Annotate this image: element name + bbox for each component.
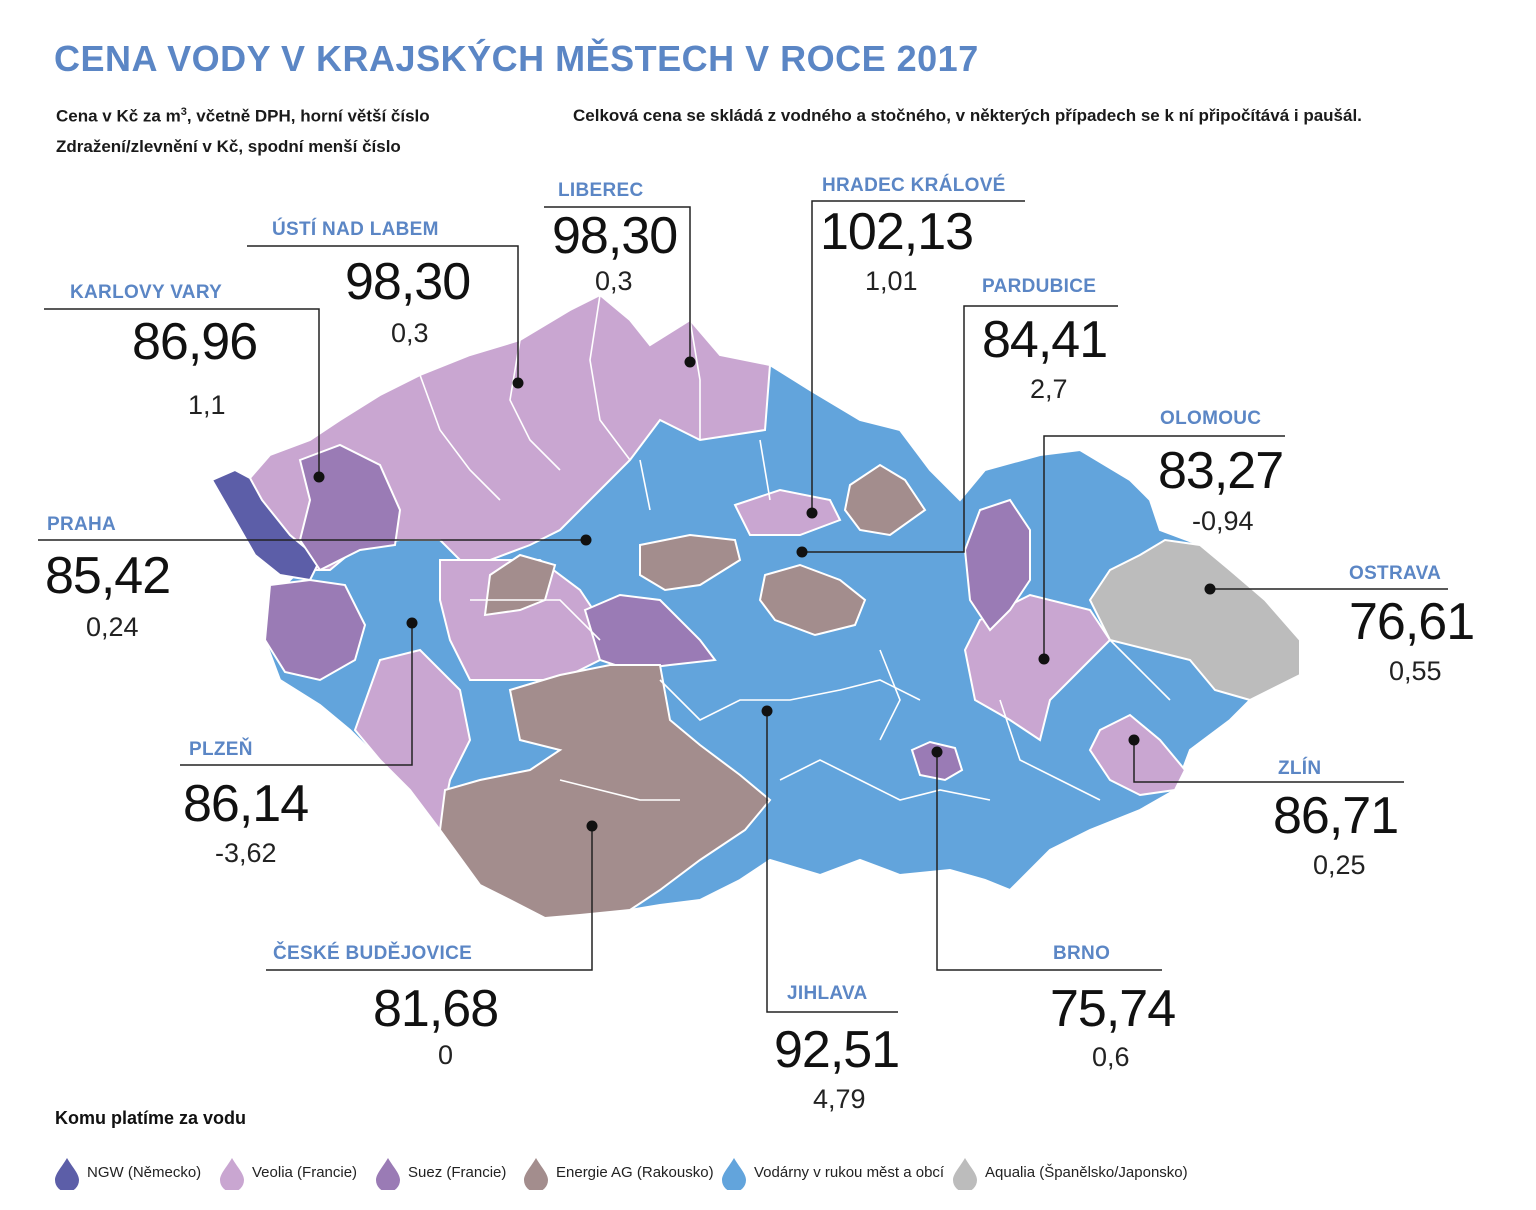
region-veolia-pardubice	[733, 488, 842, 536]
city-dot-karlovy-vary	[313, 471, 325, 483]
region-suez-central	[583, 593, 717, 672]
city-name-usti: ÚSTÍ NAD LABEM	[272, 219, 439, 240]
leader-line-usti	[247, 245, 519, 383]
city-price-hradec: 102,13	[820, 203, 974, 261]
city-dot-liberec	[684, 356, 696, 368]
legend-label-energie: Energie AG (Rakousko)	[556, 1164, 714, 1181]
city-change-liberec: 0,3	[595, 266, 633, 296]
city-price-liberec: 98,30	[552, 207, 678, 265]
city-price-olomouc: 83,27	[1158, 442, 1284, 500]
city-change-brno: 0,6	[1092, 1042, 1130, 1072]
page-title: CENA VODY V KRAJSKÝCH MĚSTECH V ROCE 201…	[54, 38, 979, 79]
city-name-hradec: HRADEC KRÁLOVÉ	[822, 175, 1006, 196]
legend-label-ngw: NGW (Německo)	[87, 1164, 202, 1181]
city-dot-zlin	[1128, 734, 1140, 746]
region-veolia-zlin	[1088, 713, 1187, 797]
city-change-jihlava: 4,79	[813, 1084, 866, 1114]
leader-line-brno	[936, 752, 1162, 971]
city-change-zlin: 0,25	[1313, 850, 1366, 880]
city-price-zlin: 86,71	[1273, 787, 1399, 845]
city-dot-pardubice	[796, 546, 808, 558]
city-price-ceske-budejovice: 81,68	[373, 980, 499, 1038]
region-energie-central	[758, 563, 867, 637]
leader-line-plzen	[180, 623, 413, 766]
city-dot-hradec	[806, 507, 818, 519]
city-change-praha: 0,24	[86, 612, 139, 642]
city-change-olomouc: -0,94	[1192, 506, 1254, 536]
region-aqualia	[1088, 538, 1301, 702]
city-price-pardubice: 84,41	[982, 311, 1108, 369]
city-change-pardubice: 2,7	[1030, 374, 1068, 404]
city-change-usti: 0,3	[391, 318, 429, 348]
legend-label-suez: Suez (Francie)	[408, 1164, 507, 1181]
city-dot-olomouc	[1038, 653, 1050, 665]
drop-icon	[376, 1158, 400, 1190]
city-price-karlovy-vary: 86,96	[132, 313, 258, 371]
city-dot-ceske-budejovice	[586, 820, 598, 832]
city-name-brno: BRNO	[1053, 943, 1111, 964]
city-dots	[313, 356, 1216, 832]
city-price-usti: 98,30	[345, 253, 471, 311]
city-dot-plzen	[406, 617, 418, 629]
region-suez-east	[963, 498, 1031, 632]
city-name-ceske-budejovice: ČESKÉ BUDĚJOVICE	[273, 943, 473, 964]
city-dot-jihlava	[761, 705, 773, 717]
city-name-zlin: ZLÍN	[1278, 758, 1322, 779]
legend-label-vodarny: Vodárny v rukou měst a obcí	[754, 1164, 945, 1181]
city-price-plzen: 86,14	[183, 775, 309, 833]
city-dot-ostrava	[1204, 583, 1216, 595]
legend-label-veolia: Veolia (Francie)	[252, 1164, 358, 1181]
drop-icon	[524, 1158, 548, 1190]
subtitle-line-1: Cena v Kč za m3, včetně DPH, horní větší…	[56, 106, 430, 127]
leader-lines	[38, 200, 1448, 1013]
city-change-karlovy-vary: 1,1	[188, 390, 226, 420]
subtitle-line-2: Zdražení/zlevnění v Kč, spodní menší čís…	[56, 137, 401, 156]
city-price-brno: 75,74	[1050, 980, 1176, 1038]
region-suez-west	[263, 578, 367, 682]
city-name-jihlava: JIHLAVA	[787, 983, 868, 1004]
leader-line-olomouc	[1043, 435, 1285, 659]
city-name-olomouc: OLOMOUC	[1160, 408, 1262, 429]
city-dot-praha	[580, 534, 592, 546]
leader-line-pardubice	[802, 305, 1118, 553]
drop-icon	[55, 1158, 79, 1190]
leader-line-zlin	[1133, 740, 1404, 783]
region-borders	[419, 294, 1171, 801]
city-change-hradec: 1,01	[865, 266, 918, 296]
city-change-ostrava: 0,55	[1389, 656, 1442, 686]
leader-line-liberec	[544, 206, 691, 362]
subtitle-unit-suffix: , včetně DPH, horní větší číslo	[186, 106, 430, 126]
subtitle-unit-prefix: Cena v Kč za m	[56, 106, 181, 126]
legend-label-aqualia: Aqualia (Španělsko/Japonsko)	[985, 1164, 1188, 1181]
leader-line-karlovy-vary	[44, 308, 320, 477]
region-energie-north	[639, 533, 742, 592]
city-name-pardubice: PARDUBICE	[982, 276, 1097, 297]
city-dot-brno	[931, 746, 943, 758]
subtitle-unit-superscript: 3	[180, 106, 187, 118]
city-dot-usti	[512, 377, 524, 389]
city-name-plzen: PLZEŇ	[189, 739, 253, 760]
region-energie-northeast	[843, 463, 927, 537]
drop-icon	[220, 1158, 244, 1190]
leader-line-ceske-budejovice	[266, 826, 593, 971]
drop-icon	[722, 1158, 746, 1190]
city-name-praha: PRAHA	[47, 514, 117, 535]
city-price-praha: 85,42	[45, 547, 171, 605]
city-change-ceske-budejovice: 0	[438, 1040, 454, 1070]
leader-line-hradec	[811, 200, 1025, 513]
city-change-plzen: -3,62	[215, 838, 277, 868]
leader-line-jihlava	[766, 711, 898, 1013]
city-name-ostrava: OSTRAVA	[1349, 563, 1442, 584]
city-price-jihlava: 92,51	[774, 1021, 900, 1079]
subtitle-note: Celková cena se skládá z vodného a stočn…	[573, 106, 1362, 125]
drop-icon	[953, 1158, 977, 1190]
region-suez-karlovy-vary	[298, 443, 402, 572]
city-name-liberec: LIBEREC	[558, 180, 644, 201]
city-name-karlovy-vary: KARLOVY VARY	[70, 282, 223, 303]
city-price-ostrava: 76,61	[1349, 593, 1475, 651]
legend-title: Komu platíme za vodu	[55, 1108, 247, 1128]
